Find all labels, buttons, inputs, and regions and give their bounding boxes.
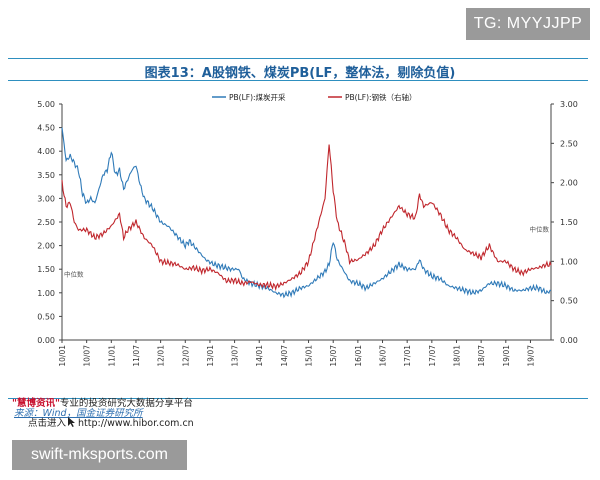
footer-line-1: "慧博资讯"专业的投资研究大数据分享平台 bbox=[12, 395, 193, 409]
chart-canvas: 0.00 0.50 1.00 1.50 2.00 2.50 3.00 3.50 4.00 4.50… bbox=[37, 92, 578, 367]
y-right-tick-label: 1.50 bbox=[560, 218, 578, 227]
x-tick-label: 12/01 bbox=[157, 345, 166, 367]
x-tick-label: 17/01 bbox=[403, 345, 412, 367]
y-right-tick-label: 0.00 bbox=[560, 336, 578, 345]
title-rule-top bbox=[8, 58, 588, 59]
x-tick-label: 10/07 bbox=[83, 345, 92, 367]
footer-tagline: 专业的投资研究大数据分享平台 bbox=[59, 398, 193, 409]
footer-brand: "慧博资讯" bbox=[12, 398, 60, 409]
y-right-tick-label: 0.50 bbox=[560, 297, 578, 306]
y-right-tick-label: 2.00 bbox=[560, 179, 578, 188]
footer-rule bbox=[8, 398, 588, 399]
y-left-tick-label: 2.00 bbox=[37, 242, 55, 251]
cursor-icon bbox=[68, 417, 76, 427]
x-tick-label: 12/07 bbox=[181, 345, 190, 367]
x-tick-label: 11/07 bbox=[132, 345, 141, 367]
x-tick-label: 19/07 bbox=[526, 345, 535, 367]
x-tick-label: 19/01 bbox=[502, 345, 511, 367]
x-tick-label: 16/01 bbox=[354, 345, 363, 367]
x-tick-label: 18/07 bbox=[477, 345, 486, 367]
footer-url-link[interactable]: http://www.hibor.com.cn bbox=[78, 418, 194, 429]
x-tick-label: 18/01 bbox=[452, 345, 461, 367]
footer-click-label: 点击进入 bbox=[28, 418, 67, 429]
y-left-tick-label: 0.50 bbox=[37, 312, 55, 321]
legend-label: PB(LF):煤炭开采 bbox=[229, 92, 286, 102]
footer-source: 来源：Wind，国金证券研究所 bbox=[14, 408, 143, 419]
x-tick-label: 14/01 bbox=[255, 345, 264, 367]
footer-line-3: 点击进入 http://www.hibor.com.cn bbox=[28, 415, 194, 429]
y-right-tick-label: 3.00 bbox=[560, 100, 578, 109]
y-left-tick-label: 5.00 bbox=[37, 100, 55, 109]
series-line-steel bbox=[61, 144, 552, 292]
x-tick-label: 10/01 bbox=[58, 345, 67, 367]
y-left-tick-label: 2.50 bbox=[37, 218, 55, 227]
y-left-tick-label: 4.00 bbox=[37, 147, 55, 156]
x-tick-label: 15/01 bbox=[305, 345, 314, 367]
x-tick-label: 15/07 bbox=[329, 345, 338, 367]
series-line-coal bbox=[61, 127, 552, 299]
median-label-right: 中位数 bbox=[530, 224, 550, 233]
title-rule-bottom bbox=[8, 80, 588, 81]
series-layer bbox=[61, 127, 552, 299]
x-tick-label: 13/01 bbox=[206, 345, 215, 367]
x-tick-label: 14/07 bbox=[280, 345, 289, 367]
legend: PB(LF):煤炭开采 PB(LF):钢铁（右轴） bbox=[212, 92, 417, 102]
y-left-tick-label: 3.00 bbox=[37, 194, 55, 203]
y-left-tick-label: 1.00 bbox=[37, 289, 55, 298]
watermark-top: TG: MYYJJPP bbox=[466, 8, 590, 40]
x-tick-label: 13/07 bbox=[231, 345, 240, 367]
y-right-tick-label: 2.50 bbox=[560, 139, 578, 148]
legend-label: PB(LF):钢铁（右轴） bbox=[345, 92, 417, 102]
y-left-tick-label: 1.50 bbox=[37, 265, 55, 274]
watermark-bottom: swift-mksports.com bbox=[12, 440, 187, 470]
axes: 0.00 0.50 1.00 1.50 2.00 2.50 3.00 3.50 4.00 4.50… bbox=[37, 100, 578, 367]
y-right-tick-label: 1.00 bbox=[560, 257, 578, 266]
median-label-left: 中位数 bbox=[64, 269, 84, 278]
y-left-tick-label: 4.50 bbox=[37, 124, 55, 133]
x-tick-label: 11/01 bbox=[107, 345, 116, 367]
x-tick-label: 17/07 bbox=[428, 345, 437, 367]
y-left-tick-label: 3.50 bbox=[37, 171, 55, 180]
y-left-tick-label: 0.00 bbox=[37, 336, 55, 345]
chart-title: 图表13：A股钢铁、煤炭PB(LF，整体法，剔除负值) bbox=[144, 66, 456, 81]
x-tick-label: 16/07 bbox=[379, 345, 388, 367]
